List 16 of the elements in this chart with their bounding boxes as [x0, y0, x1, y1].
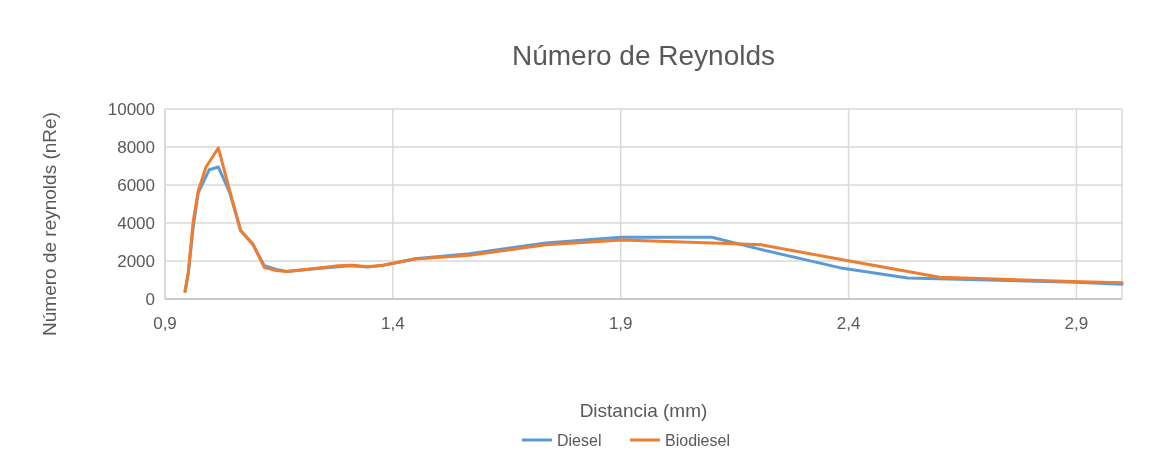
x-tick-label: 1,4: [381, 314, 405, 333]
y-tick-label: 0: [145, 289, 155, 309]
y-tick-label: 6000: [117, 175, 155, 195]
x-tick-label: 2,9: [1064, 314, 1089, 333]
x-tick-label: 1,9: [608, 314, 633, 333]
y-axis-title: Número de reynolds (nRe): [39, 112, 60, 336]
legend-label: Biodiesel: [665, 431, 730, 449]
y-tick-label: 10000: [107, 99, 155, 119]
legend-label: Diesel: [557, 431, 602, 449]
y-tick-label: 8000: [117, 137, 155, 157]
x-tick-label: 2,4: [836, 314, 861, 333]
chart-title: Número de Reynolds: [511, 40, 776, 71]
x-tick-label: 0,9: [153, 314, 177, 333]
x-axis-title: Distancia (mm): [579, 400, 708, 421]
y-tick-label: 4000: [117, 213, 155, 233]
y-tick-label: 2000: [117, 251, 155, 271]
